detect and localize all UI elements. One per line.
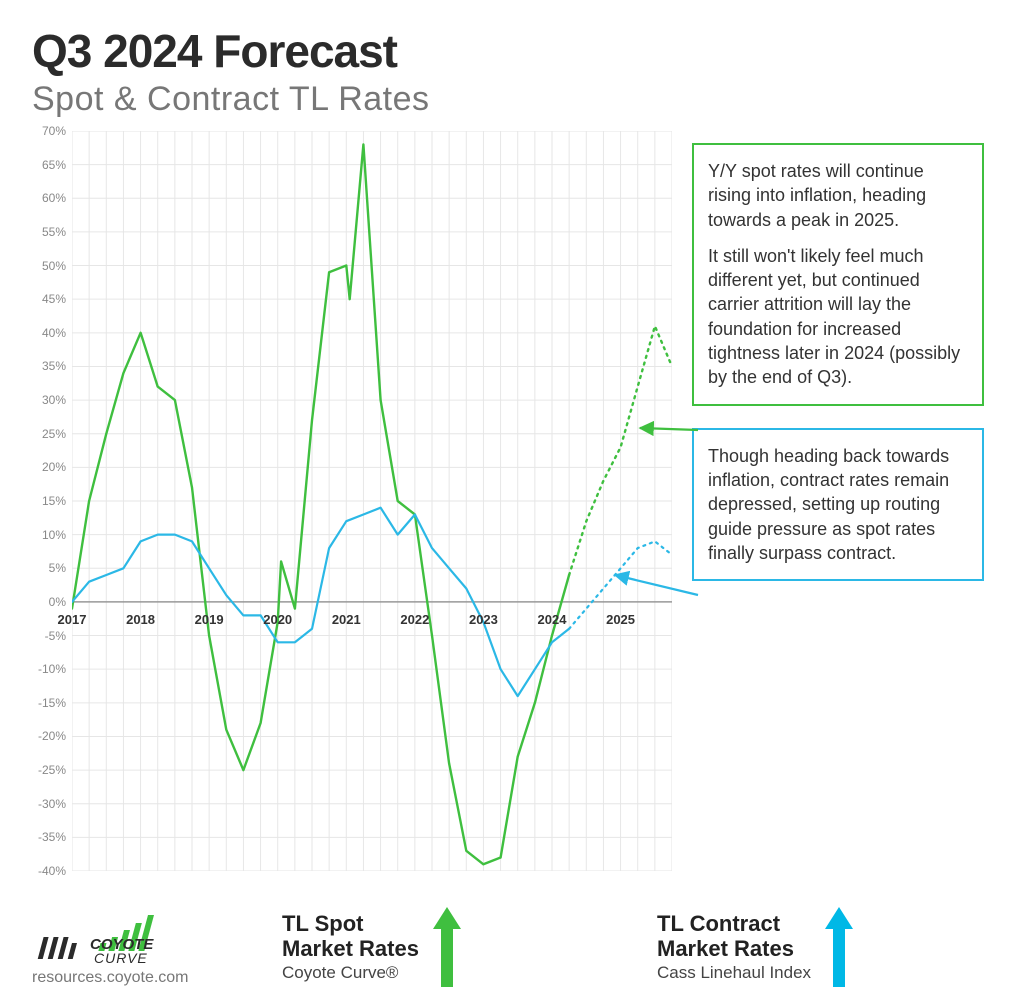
y-tick-label: -30% — [32, 797, 66, 811]
y-tick-label: 60% — [32, 191, 66, 205]
y-tick-label: 10% — [32, 528, 66, 542]
y-tick-label: -35% — [32, 830, 66, 844]
y-tick-label: 15% — [32, 494, 66, 508]
y-tick-label: -5% — [32, 629, 66, 643]
callouts: Y/Y spot rates will continue rising into… — [692, 143, 984, 581]
coyote-curve-logo: COYOTE CURVE — [32, 915, 212, 963]
page-subtitle: Spot & Contract TL Rates — [32, 80, 992, 119]
y-tick-label: 45% — [32, 292, 66, 306]
line-chart — [72, 131, 672, 871]
y-tick-label: -25% — [32, 763, 66, 777]
callout-blue: Though heading back towards inflation, c… — [692, 428, 984, 581]
callout-paragraph: It still won't likely feel much differen… — [708, 244, 968, 390]
legend: COYOTE CURVE resources.coyote.com TL Spo… — [32, 907, 992, 987]
y-tick-label: 5% — [32, 561, 66, 575]
y-tick-label: -40% — [32, 864, 66, 878]
y-tick-label: 55% — [32, 225, 66, 239]
legend-item-contract: TL Contract Market Rates Cass Linehaul I… — [657, 907, 992, 987]
y-tick-label: -15% — [32, 696, 66, 710]
legend-contract-title: TL Contract Market Rates — [657, 911, 811, 962]
y-tick-label: 30% — [32, 393, 66, 407]
legend-item-spot: TL Spot Market Rates Coyote Curve® — [282, 907, 617, 987]
legend-spot-title: TL Spot Market Rates — [282, 911, 419, 962]
y-tick-label: -10% — [32, 662, 66, 676]
y-tick-label: 35% — [32, 359, 66, 373]
y-axis-labels: -40%-35%-30%-25%-20%-15%-10%-5%0%5%10%15… — [32, 131, 68, 871]
content-row: -40%-35%-30%-25%-20%-15%-10%-5%0%5%10%15… — [32, 125, 992, 871]
legend-spot-subtitle: Coyote Curve® — [282, 963, 419, 983]
callout-paragraph: Though heading back towards inflation, c… — [708, 444, 968, 565]
y-tick-label: 40% — [32, 326, 66, 340]
up-arrow-icon — [825, 907, 853, 987]
y-tick-label: 50% — [32, 259, 66, 273]
brand-block: COYOTE CURVE resources.coyote.com — [32, 915, 242, 987]
up-arrow-icon — [433, 907, 461, 987]
y-tick-label: 20% — [32, 460, 66, 474]
y-tick-label: 70% — [32, 124, 66, 138]
legend-contract-subtitle: Cass Linehaul Index — [657, 963, 811, 983]
y-tick-label: -20% — [32, 729, 66, 743]
y-tick-label: 0% — [32, 595, 66, 609]
chart-container: -40%-35%-30%-25%-20%-15%-10%-5%0%5%10%15… — [32, 131, 672, 871]
y-tick-label: 25% — [32, 427, 66, 441]
svg-text:CURVE: CURVE — [94, 950, 148, 963]
callout-green: Y/Y spot rates will continue rising into… — [692, 143, 984, 406]
page-title: Q3 2024 Forecast — [32, 24, 992, 78]
y-tick-label: 65% — [32, 158, 66, 172]
callout-paragraph: Y/Y spot rates will continue rising into… — [708, 159, 968, 232]
brand-url: resources.coyote.com — [32, 969, 242, 987]
